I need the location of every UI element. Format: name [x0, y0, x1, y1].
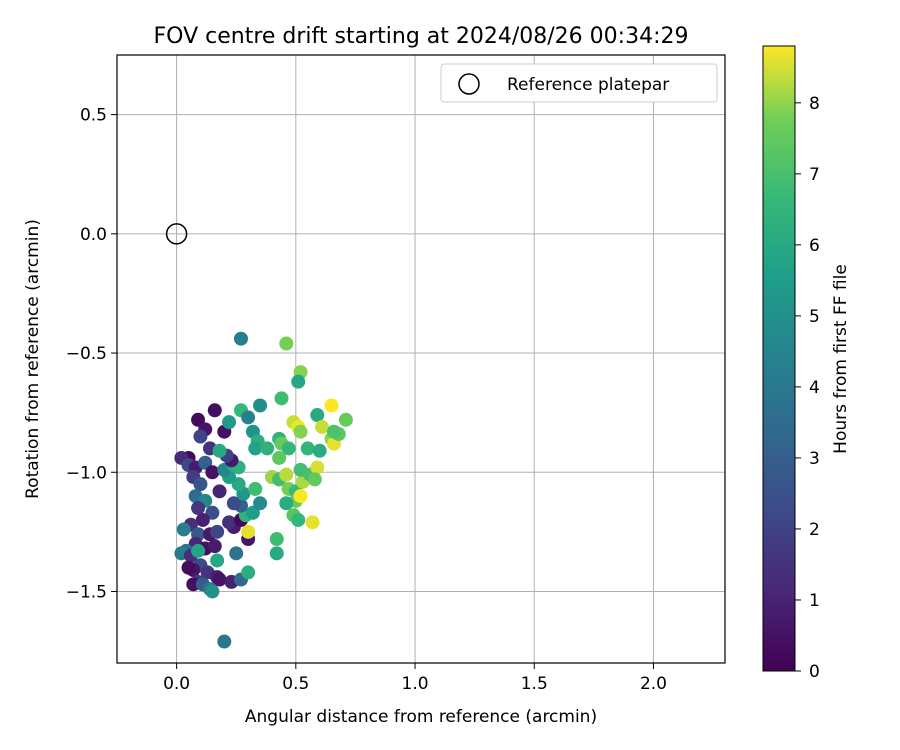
colorbar-tick-label: 6: [809, 236, 820, 256]
data-point: [210, 524, 225, 539]
colorbar-tick-label: 3: [809, 449, 820, 469]
colorbar-tick-label: 4: [809, 378, 820, 398]
data-point: [191, 543, 206, 558]
data-point: [300, 441, 315, 456]
data-point: [205, 505, 220, 520]
chart-title: FOV centre drift starting at 2024/08/26 …: [154, 24, 689, 49]
data-point: [307, 472, 322, 487]
data-point: [253, 398, 268, 413]
data-point: [274, 391, 289, 406]
data-point: [222, 515, 237, 530]
data-point: [291, 374, 306, 389]
y-tick-label: 0.5: [80, 106, 107, 126]
data-point: [291, 512, 306, 527]
y-tick-label: −0.5: [66, 344, 107, 364]
colorbar-tick-label: 8: [809, 94, 820, 114]
data-point: [253, 496, 268, 511]
data-point: [260, 441, 275, 456]
colorbar-tick-label: 5: [809, 307, 820, 327]
data-point: [315, 419, 330, 434]
data-point: [326, 424, 341, 439]
x-axis-ticks: 0.0 0.5 1.0 1.5 2.0: [163, 663, 667, 694]
data-point: [191, 501, 206, 516]
data-point: [198, 455, 213, 470]
data-point: [293, 424, 308, 439]
data-point: [305, 515, 320, 530]
data-point: [281, 441, 296, 456]
data-point: [226, 496, 241, 511]
data-point: [269, 546, 284, 561]
x-axis-label: Angular distance from reference (arcmin): [245, 707, 597, 727]
y-tick-label: −1.5: [66, 582, 107, 602]
colorbar-tick-label: 7: [809, 165, 820, 185]
x-tick-label: 1.5: [521, 674, 548, 694]
data-point: [181, 560, 196, 575]
data-point: [293, 489, 308, 504]
data-point: [279, 496, 294, 511]
colorbar: [762, 45, 796, 672]
data-point: [231, 477, 246, 492]
legend: Reference platepar: [440, 63, 718, 103]
legend-label: Reference platepar: [507, 75, 669, 95]
data-point: [233, 331, 248, 346]
data-point: [205, 465, 220, 480]
colorbar-tick-label: 1: [809, 591, 820, 611]
data-point: [191, 412, 206, 427]
data-point: [210, 553, 225, 568]
data-point: [193, 477, 208, 492]
x-tick-label: 1.0: [402, 674, 429, 694]
data-point: [241, 410, 256, 425]
data-point: [310, 408, 325, 423]
data-point: [248, 441, 263, 456]
data-point: [195, 512, 210, 527]
data-point: [229, 546, 244, 561]
data-points: [174, 331, 353, 649]
grid-lines: [117, 55, 725, 663]
plot-frame: [116, 54, 726, 664]
data-point: [310, 460, 325, 475]
colorbar-tick-label: 0: [809, 662, 820, 682]
data-point: [269, 532, 284, 547]
x-tick-label: 0.5: [282, 674, 309, 694]
legend-box: [440, 63, 718, 103]
data-point: [272, 450, 287, 465]
colorbar-ticks: 0 1 2 3 4 5 6 7 8: [795, 94, 820, 682]
data-point: [312, 443, 327, 458]
legend-reference-marker: [458, 73, 480, 95]
data-point: [205, 584, 220, 599]
data-point: [241, 524, 256, 539]
reference-marker-group: [165, 223, 188, 245]
data-point: [207, 539, 222, 554]
data-point: [207, 403, 222, 418]
data-point: [245, 505, 260, 520]
reference-marker: [165, 223, 188, 245]
data-point: [222, 415, 237, 430]
data-point: [217, 634, 232, 649]
x-tick-label: 0.0: [163, 674, 190, 694]
y-axis-label: Rotation from reference (arcmin): [23, 219, 43, 499]
y-axis-ticks: 0.5 0.0 −0.5 −1.0 −1.5: [66, 106, 117, 602]
x-tick-label: 2.0: [640, 674, 667, 694]
y-tick-label: −1.0: [66, 463, 107, 483]
data-point: [279, 467, 294, 482]
colorbar-tick-label: 2: [809, 520, 820, 540]
data-point: [324, 398, 339, 413]
y-tick-label: 0.0: [80, 225, 107, 245]
data-point: [176, 522, 191, 537]
data-point: [212, 484, 227, 499]
data-point: [241, 565, 256, 580]
data-point: [212, 572, 227, 587]
data-point: [193, 429, 208, 444]
data-point: [338, 412, 353, 427]
data-point: [212, 443, 227, 458]
data-point: [279, 336, 294, 351]
data-point: [248, 481, 263, 496]
colorbar-label: Hours from first FF file: [831, 264, 851, 454]
